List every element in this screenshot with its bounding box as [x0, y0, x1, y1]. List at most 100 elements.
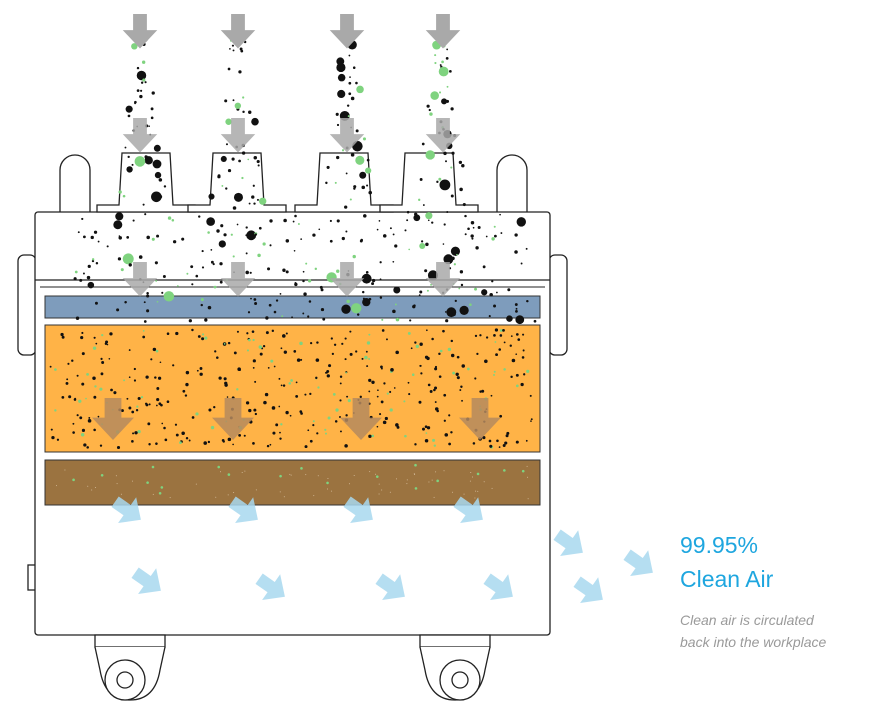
- arrow: [329, 14, 365, 49]
- particle: [195, 274, 199, 278]
- particle: [118, 236, 122, 240]
- particle: [436, 479, 439, 483]
- particle: [214, 350, 217, 353]
- particle: [489, 444, 493, 448]
- particle: [221, 184, 224, 187]
- particle: [491, 280, 494, 283]
- particle: [369, 471, 371, 473]
- particle: [348, 54, 351, 57]
- particle: [201, 333, 205, 336]
- particle: [390, 368, 394, 372]
- particle: [132, 432, 135, 435]
- particle: [99, 444, 103, 447]
- particle: [350, 96, 355, 101]
- particle: [223, 233, 227, 237]
- particle: [341, 149, 345, 152]
- particle: [54, 409, 57, 412]
- particle: [302, 279, 305, 283]
- particle: [146, 294, 150, 298]
- particle: [392, 260, 395, 263]
- particle: [335, 408, 339, 412]
- particle: [456, 355, 460, 359]
- particle: [474, 497, 476, 499]
- particle: [304, 445, 308, 449]
- particle: [426, 104, 430, 108]
- particle: [389, 408, 393, 412]
- particle: [289, 414, 292, 417]
- particle: [151, 91, 155, 95]
- particle: [100, 473, 104, 477]
- particle: [344, 358, 347, 361]
- particle: [414, 463, 417, 467]
- particle: [160, 486, 164, 489]
- particle: [425, 150, 435, 160]
- particle: [476, 472, 480, 476]
- particle: [446, 211, 449, 214]
- particle: [220, 224, 224, 228]
- caption: back into the workplace: [680, 634, 827, 650]
- particle: [488, 439, 492, 443]
- particle: [300, 412, 303, 415]
- particle: [252, 359, 256, 363]
- particle: [92, 346, 97, 350]
- particle: [389, 227, 392, 230]
- particle: [346, 395, 349, 398]
- particle: [97, 415, 100, 418]
- particle: [146, 292, 149, 295]
- particle: [366, 158, 370, 162]
- particle: [494, 328, 499, 332]
- particle: [380, 365, 383, 369]
- particle: [454, 299, 457, 303]
- particle: [408, 393, 411, 396]
- particle: [95, 262, 99, 265]
- arrow: [573, 576, 603, 604]
- particle: [331, 490, 333, 492]
- particle: [452, 371, 456, 375]
- particle: [132, 480, 134, 482]
- particle: [279, 292, 282, 295]
- particle: [331, 352, 334, 355]
- particle: [312, 424, 315, 427]
- particle: [131, 163, 134, 166]
- particle: [289, 473, 291, 475]
- particle: [409, 319, 412, 322]
- particle: [199, 372, 203, 376]
- particle: [271, 329, 275, 333]
- particle: [354, 144, 357, 147]
- particle: [424, 439, 429, 443]
- particle: [426, 289, 429, 292]
- particle: [255, 489, 257, 491]
- particle: [120, 493, 122, 495]
- particle: [242, 110, 245, 114]
- particle: [450, 107, 454, 111]
- particle: [461, 399, 463, 402]
- particle: [381, 489, 383, 491]
- particle: [475, 490, 477, 492]
- particle: [248, 408, 252, 413]
- particle: [245, 252, 248, 255]
- particle: [309, 392, 312, 396]
- particle: [294, 214, 297, 218]
- particle: [93, 428, 96, 432]
- particle: [364, 355, 368, 360]
- particle: [208, 408, 212, 412]
- particle: [158, 195, 163, 199]
- particle: [140, 396, 144, 399]
- particle: [429, 390, 433, 393]
- particle: [349, 352, 353, 356]
- particle: [310, 341, 313, 345]
- particle: [366, 184, 369, 187]
- particle: [210, 260, 214, 264]
- particle: [167, 216, 172, 220]
- particle: [200, 298, 204, 302]
- particle: [64, 469, 66, 471]
- particle: [446, 48, 449, 51]
- particle: [186, 272, 189, 275]
- particle: [115, 475, 117, 477]
- particle: [66, 378, 69, 381]
- particle: [142, 335, 146, 339]
- particle: [231, 44, 235, 47]
- arrow: [329, 262, 365, 297]
- handle: [59, 154, 91, 212]
- particle: [81, 428, 86, 432]
